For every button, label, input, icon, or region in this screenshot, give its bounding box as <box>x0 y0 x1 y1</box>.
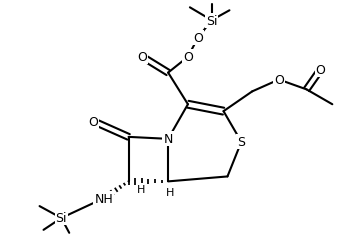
Text: Si: Si <box>206 15 217 27</box>
Text: O: O <box>183 51 193 64</box>
Text: NH: NH <box>95 192 113 205</box>
Text: O: O <box>193 32 203 45</box>
Text: H: H <box>137 184 145 195</box>
Text: O: O <box>138 51 147 64</box>
Text: O: O <box>274 74 284 87</box>
Text: H: H <box>166 187 174 198</box>
Text: O: O <box>88 115 98 128</box>
Text: S: S <box>237 136 245 149</box>
Text: Si: Si <box>56 212 67 225</box>
Text: O: O <box>316 64 325 77</box>
Text: N: N <box>164 133 173 146</box>
